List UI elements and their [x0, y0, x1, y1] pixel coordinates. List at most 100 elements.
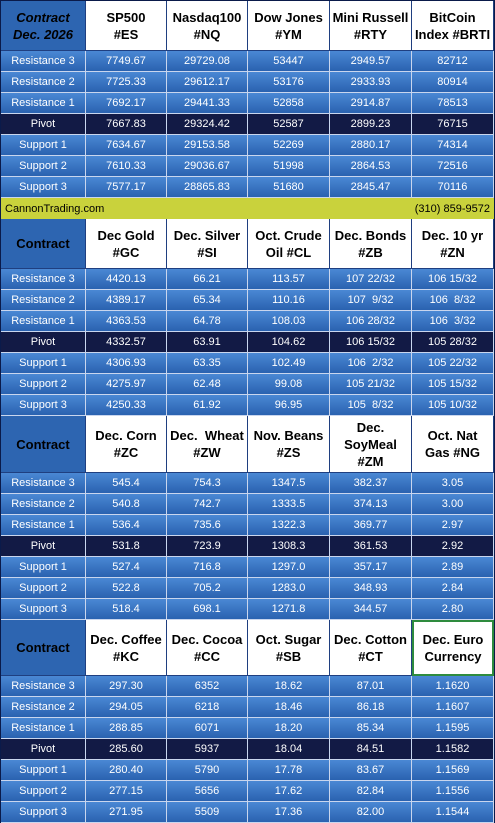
- level-label: Support 1: [1, 135, 86, 156]
- instrument-header: BitCoin Index #BRTI: [412, 1, 494, 51]
- level-row: Support 3 7577.17 28865.83 51680 2845.47 7011…: [1, 177, 494, 198]
- level-row: Support 2 277.15 5656 17.62 82.84 1.1556: [1, 781, 494, 802]
- level-value: 17.78: [248, 760, 330, 781]
- level-value: 754.3: [167, 473, 248, 494]
- level-value: 5937: [167, 739, 248, 760]
- level-value: 344.57: [330, 599, 412, 620]
- instrument-header: Nasdaq100 #NQ: [167, 1, 248, 51]
- level-value: 82.84: [330, 781, 412, 802]
- level-value: 70116: [412, 177, 494, 198]
- level-value: 74314: [412, 135, 494, 156]
- level-value: 106 15/32: [412, 269, 494, 290]
- level-value: 29153.58: [167, 135, 248, 156]
- level-value: 3.00: [412, 494, 494, 515]
- level-value: 1.1595: [412, 718, 494, 739]
- instrument-header: Dec. Euro Currency: [412, 620, 494, 676]
- level-row: Support 2 7610.33 29036.67 51998 2864.53 7251…: [1, 156, 494, 177]
- level-label: Resistance 2: [1, 290, 86, 311]
- level-value: 2914.87: [330, 93, 412, 114]
- level-label: Resistance 3: [1, 269, 86, 290]
- level-value: 105 10/32: [412, 395, 494, 416]
- level-label: Resistance 1: [1, 718, 86, 739]
- level-value: 2933.93: [330, 72, 412, 93]
- pivot-row: Pivot 531.8 723.9 1308.3 361.53 2.92: [1, 536, 494, 557]
- level-value: 18.20: [248, 718, 330, 739]
- level-label: Resistance 3: [1, 473, 86, 494]
- level-value: 87.01: [330, 676, 412, 697]
- level-value: 2899.23: [330, 114, 412, 135]
- level-value: 2.92: [412, 536, 494, 557]
- level-value: 104.62: [248, 332, 330, 353]
- site-name: CannonTrading.com: [5, 202, 105, 215]
- level-value: 7725.33: [86, 72, 167, 93]
- level-value: 107 9/32: [330, 290, 412, 311]
- level-label: Resistance 1: [1, 515, 86, 536]
- level-value: 698.1: [167, 599, 248, 620]
- level-value: 105 8/32: [330, 395, 412, 416]
- contract-block: Contract Dec. Corn #ZC Dec. Wheat #ZW Nov. …: [1, 416, 494, 620]
- instrument-header: Dec. Corn #ZC: [86, 416, 167, 473]
- level-value: 28865.83: [167, 177, 248, 198]
- level-value: 1.1582: [412, 739, 494, 760]
- level-label: Resistance 1: [1, 93, 86, 114]
- level-value: 536.4: [86, 515, 167, 536]
- contract-block: Contract Dec. Coffee #KC Dec. Cocoa #CC Oct…: [1, 620, 494, 823]
- level-value: 84.51: [330, 739, 412, 760]
- level-value: 53176: [248, 72, 330, 93]
- level-value: 705.2: [167, 578, 248, 599]
- level-value: 61.92: [167, 395, 248, 416]
- level-label: Support 2: [1, 156, 86, 177]
- level-value: 1283.0: [248, 578, 330, 599]
- level-label: Resistance 3: [1, 51, 86, 72]
- level-value: 53447: [248, 51, 330, 72]
- level-value: 742.7: [167, 494, 248, 515]
- level-value: 52269: [248, 135, 330, 156]
- instrument-header: Oct. Crude Oil #CL: [248, 219, 330, 269]
- instrument-header: Dec. Cocoa #CC: [167, 620, 248, 676]
- level-label: Support 2: [1, 781, 86, 802]
- level-value: 17.36: [248, 802, 330, 823]
- instrument-header: Dec. Coffee #KC: [86, 620, 167, 676]
- level-value: 78513: [412, 93, 494, 114]
- level-row: Support 2 4275.97 62.48 99.08 105 21/32 105 1…: [1, 374, 494, 395]
- instrument-header: Mini Russell #RTY: [330, 1, 412, 51]
- level-value: 18.46: [248, 697, 330, 718]
- level-value: 106 3/32: [412, 311, 494, 332]
- level-value: 518.4: [86, 599, 167, 620]
- instrument-header: Oct. Sugar #SB: [248, 620, 330, 676]
- level-value: 6071: [167, 718, 248, 739]
- contract-block: Contract Dec. 2026 SP500 #ES Nasdaq100 #NQ…: [1, 1, 494, 198]
- phone-number: (310) 859-9572: [414, 202, 490, 215]
- level-value: 108.03: [248, 311, 330, 332]
- level-value: 99.08: [248, 374, 330, 395]
- level-value: 288.85: [86, 718, 167, 739]
- level-value: 83.67: [330, 760, 412, 781]
- level-value: 72516: [412, 156, 494, 177]
- pivot-row: Pivot 7667.83 29324.42 52587 2899.23 76715: [1, 114, 494, 135]
- level-row: Resistance 3 545.4 754.3 1347.5 382.37 3.05: [1, 473, 494, 494]
- level-label: Resistance 1: [1, 311, 86, 332]
- level-value: 361.53: [330, 536, 412, 557]
- level-value: 51998: [248, 156, 330, 177]
- level-value: 1.1620: [412, 676, 494, 697]
- level-label: Resistance 3: [1, 676, 86, 697]
- level-label: Support 3: [1, 395, 86, 416]
- header-row: Contract Dec. Corn #ZC Dec. Wheat #ZW Nov. …: [1, 416, 494, 473]
- level-value: 2.97: [412, 515, 494, 536]
- level-value: 63.91: [167, 332, 248, 353]
- level-value: 1.1544: [412, 802, 494, 823]
- level-value: 5509: [167, 802, 248, 823]
- level-value: 52587: [248, 114, 330, 135]
- level-value: 107 22/32: [330, 269, 412, 290]
- level-value: 2.80: [412, 599, 494, 620]
- instrument-header: Dec. Wheat #ZW: [167, 416, 248, 473]
- level-row: Resistance 3 7749.67 29729.08 53447 2949.57 8…: [1, 51, 494, 72]
- level-value: 63.35: [167, 353, 248, 374]
- level-value: 102.49: [248, 353, 330, 374]
- level-value: 82712: [412, 51, 494, 72]
- level-value: 2949.57: [330, 51, 412, 72]
- level-value: 66.21: [167, 269, 248, 290]
- level-value: 105 21/32: [330, 374, 412, 395]
- level-value: 62.48: [167, 374, 248, 395]
- level-value: 29441.33: [167, 93, 248, 114]
